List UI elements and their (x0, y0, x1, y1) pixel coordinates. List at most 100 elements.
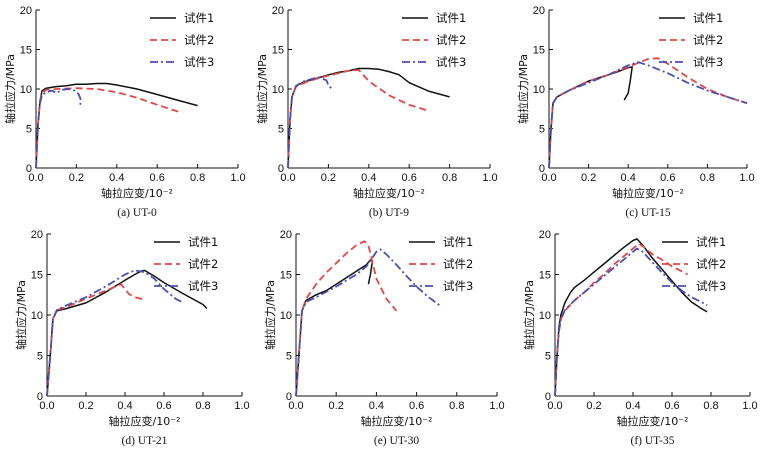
legend-label: 试件2 (693, 33, 723, 47)
y-tick-label: 10 (31, 310, 43, 322)
legend-label: 试件2 (188, 257, 218, 271)
series-line (35, 87, 182, 169)
x-tick-label: 0.6 (664, 400, 679, 412)
y-axis-label: 轴拉应力/MPa (263, 280, 277, 350)
panel-caption: (f) UT-35 (631, 435, 675, 447)
y-axis-label: 轴拉应力/MPa (516, 54, 530, 124)
series-line (46, 269, 208, 397)
series-line (548, 57, 748, 169)
x-axis-label: 轴拉应变/10⁻² (109, 414, 181, 428)
legend-label: 试件3 (693, 55, 723, 69)
legend-label: 试件1 (184, 11, 214, 25)
x-tick-label: 0.6 (660, 172, 675, 184)
legend-label: 试件1 (693, 11, 723, 25)
chart-panel: 0.0 0.2 0.4 0.6 0.8 1.0 0 5 10 15 20 轴拉应力/MPa 轴拉应变/1… (3, 5, 246, 219)
legend-label: 试件2 (436, 33, 466, 47)
y-tick-label: 0 (37, 391, 43, 403)
series-line (35, 88, 82, 169)
y-axis-label: 轴拉应力/MPa (14, 280, 28, 350)
y-tick-label: 10 (533, 84, 545, 96)
legend-label: 试件3 (443, 279, 473, 293)
x-tick-label: 0.0 (39, 400, 54, 412)
legend-label: 试件2 (443, 257, 473, 271)
x-tick-label: 0.6 (402, 172, 417, 184)
chart-panel: 0.0 0.2 0.4 0.6 0.8 1.0 0 5 10 15 20 轴拉应力/MPa 轴拉应变/1… (522, 229, 758, 447)
y-tick-label: 10 (280, 310, 292, 322)
y-tick-label: 15 (533, 45, 545, 57)
x-tick-label: 0.8 (449, 400, 464, 412)
y-tick-label: 15 (20, 45, 32, 57)
x-tick-label: 0.2 (78, 400, 93, 412)
x-tick-label: 0.4 (361, 172, 376, 184)
y-tick-label: 10 (539, 310, 551, 322)
x-tick-label: 0.4 (109, 172, 124, 184)
x-tick-label: 0.2 (329, 400, 344, 412)
series-line (287, 69, 430, 169)
legend-label: 试件1 (188, 235, 218, 249)
x-tick-label: 0.0 (547, 400, 562, 412)
y-tick-label: 20 (280, 229, 292, 241)
series-line (548, 66, 633, 169)
panel-caption: (e) UT-30 (374, 435, 419, 447)
x-tick-label: 0.8 (703, 400, 718, 412)
x-tick-label: 0.8 (442, 172, 457, 184)
x-tick-label: 0.2 (586, 400, 601, 412)
y-tick-label: 20 (533, 5, 545, 17)
x-tick-label: 0.2 (581, 172, 596, 184)
chart-panel: 0.0 0.2 0.4 0.6 0.8 1.0 0 5 10 15 20 轴拉应力/MPa 轴拉应变/1… (14, 229, 250, 447)
legend-label: 试件3 (188, 279, 218, 293)
x-tick-label: 0.8 (190, 172, 205, 184)
x-tick-label: 0.8 (195, 400, 210, 412)
y-tick-label: 20 (272, 5, 284, 17)
y-tick-label: 0 (26, 163, 32, 175)
series-line (295, 240, 398, 397)
chart-panel: 0.0 0.2 0.4 0.6 0.8 1.0 0 5 10 15 20 轴拉应力/MPa 轴拉应变/1… (263, 229, 505, 447)
x-tick-label: 0.8 (700, 172, 715, 184)
series-line (295, 259, 374, 397)
x-tick-label: 0.6 (409, 400, 424, 412)
x-tick-label: 0.4 (117, 400, 132, 412)
panel-caption: (a) UT-0 (117, 207, 157, 219)
y-tick-label: 10 (272, 84, 284, 96)
legend-label: 试件1 (436, 11, 466, 25)
y-tick-label: 5 (26, 124, 32, 136)
panel-caption: (d) UT-21 (122, 435, 168, 447)
x-axis-label: 轴拉应变/10⁻² (617, 414, 689, 428)
series-line (295, 248, 442, 397)
x-axis-label: 轴拉应变/10⁻² (612, 186, 684, 200)
y-tick-label: 5 (278, 124, 284, 136)
legend-label: 试件3 (184, 55, 214, 69)
x-tick-label: 0.0 (288, 400, 303, 412)
x-tick-label: 0.0 (280, 172, 295, 184)
x-tick-label: 0.4 (369, 400, 384, 412)
legend-label: 试件1 (696, 235, 726, 249)
y-tick-label: 0 (539, 163, 545, 175)
y-tick-label: 0 (545, 391, 551, 403)
x-tick-label: 0.4 (625, 400, 640, 412)
series-line (46, 283, 145, 397)
y-tick-label: 20 (20, 5, 32, 17)
x-tick-label: 1.0 (489, 400, 504, 412)
x-axis-label: 轴拉应变/10⁻² (101, 186, 173, 200)
y-tick-label: 0 (278, 163, 284, 175)
y-tick-label: 5 (37, 351, 43, 363)
y-tick-label: 5 (539, 124, 545, 136)
legend-label: 试件2 (696, 257, 726, 271)
series-line (287, 76, 333, 169)
y-tick-label: 20 (539, 229, 551, 241)
y-tick-label: 5 (286, 351, 292, 363)
legend-label: 试件3 (696, 279, 726, 293)
y-tick-label: 5 (545, 351, 551, 363)
x-tick-label: 1.0 (482, 172, 497, 184)
x-tick-label: 0.0 (541, 172, 556, 184)
series-line (46, 269, 184, 397)
x-axis-label: 轴拉应变/10⁻² (353, 186, 425, 200)
series-line (554, 238, 708, 397)
y-axis-label: 轴拉应力/MPa (522, 280, 536, 350)
x-tick-label: 0.0 (28, 172, 43, 184)
legend-label: 试件1 (443, 235, 473, 249)
x-tick-label: 0.2 (321, 172, 336, 184)
x-tick-label: 1.0 (230, 172, 245, 184)
x-tick-label: 1.0 (739, 172, 754, 184)
